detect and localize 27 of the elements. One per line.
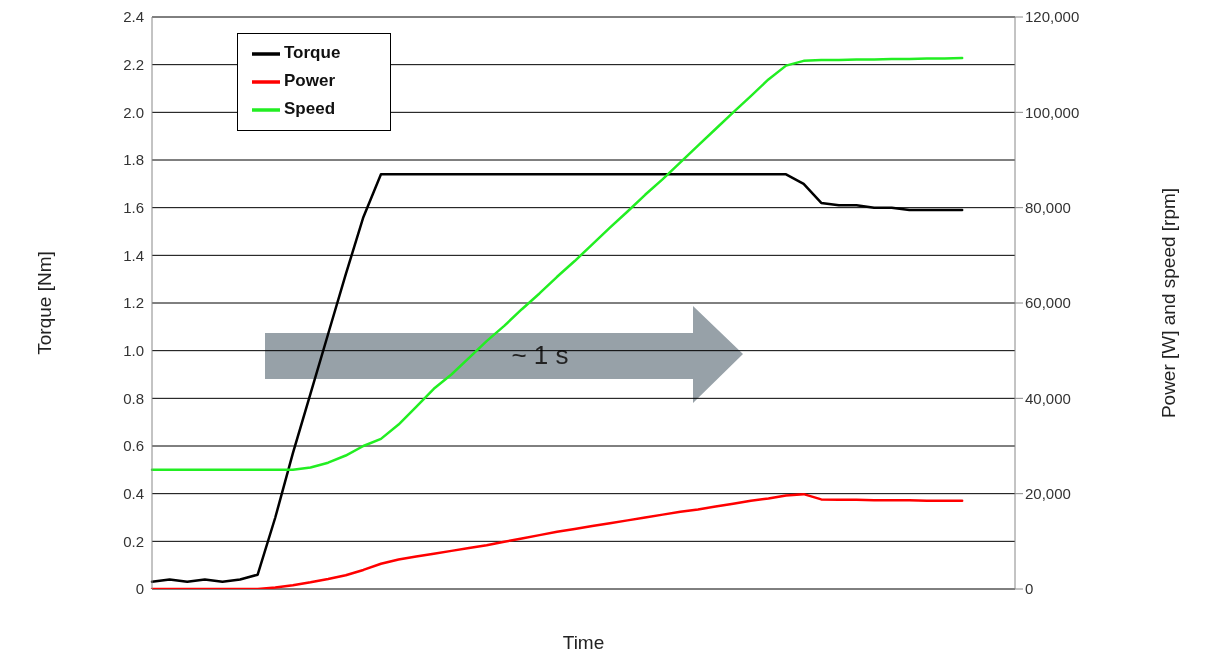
y-tick-label: 0.8 bbox=[123, 389, 144, 407]
y-tick-label: 2.2 bbox=[123, 55, 144, 73]
legend-label: Power bbox=[284, 71, 336, 91]
legend-label: Speed bbox=[284, 99, 336, 119]
y-tick-label: 0 bbox=[135, 580, 144, 598]
y-tick-label: 1.6 bbox=[123, 198, 144, 216]
y-tick-label: 0.6 bbox=[123, 437, 144, 455]
y-tick-label: 1.4 bbox=[123, 246, 144, 264]
y2-tick-label: 100,000 bbox=[1025, 103, 1080, 121]
y2-axis-title: Power [W] and speed [rpm] bbox=[1157, 187, 1179, 419]
y-tick-label: 0.2 bbox=[123, 532, 144, 550]
line-series bbox=[150, 492, 964, 589]
y2-tick-label: 0 bbox=[1025, 580, 1034, 598]
y2-tick-label: 20,000 bbox=[1025, 484, 1071, 502]
y-tick-label: 1.0 bbox=[123, 341, 144, 359]
y-tick-label: 2.0 bbox=[123, 103, 144, 121]
y-tick-label: 0.4 bbox=[123, 484, 144, 502]
x-axis-title: Time bbox=[562, 632, 605, 653]
y-tick-label: 1.2 bbox=[123, 294, 144, 312]
y-tick-label: 1.8 bbox=[123, 151, 144, 169]
y-axis-title: Torque [Nm] bbox=[33, 251, 55, 355]
y2-tick-label: 120,000 bbox=[1025, 8, 1080, 26]
legend-label: Torque bbox=[284, 43, 341, 63]
y2-tick-label: 40,000 bbox=[1025, 389, 1071, 407]
y2-tick-label: 60,000 bbox=[1025, 294, 1071, 312]
y-tick-label: 2.4 bbox=[123, 8, 144, 26]
y2-tick-label: 80,000 bbox=[1025, 198, 1071, 216]
